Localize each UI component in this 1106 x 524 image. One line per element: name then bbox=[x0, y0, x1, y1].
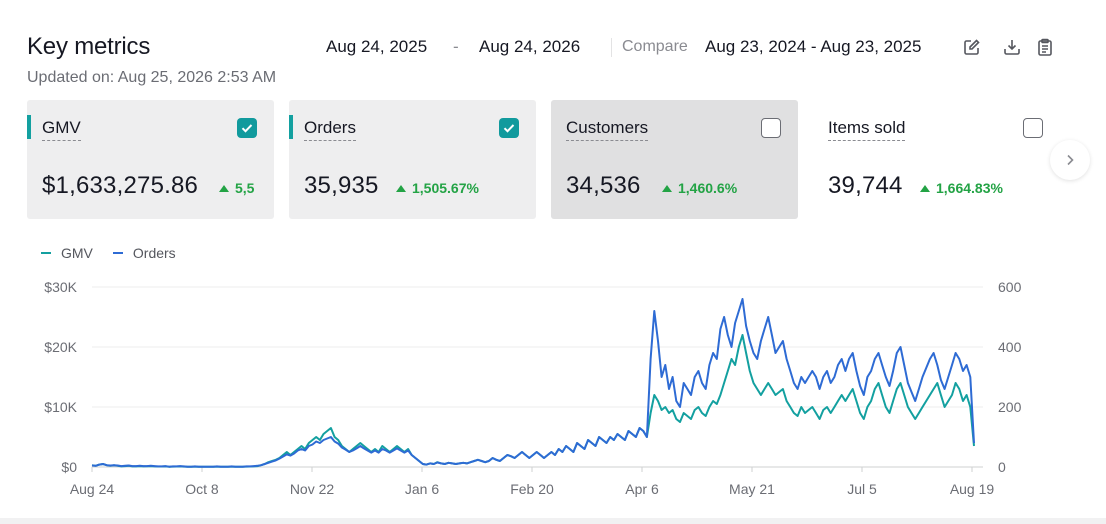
x-tick-label: Oct 8 bbox=[185, 481, 219, 497]
card-clip: Customers 34,536 1,460.6% bbox=[551, 100, 798, 219]
metric-delta: 1,460.6% bbox=[662, 180, 737, 196]
y-left-tick-label: $30K bbox=[44, 279, 77, 295]
up-arrow-icon bbox=[662, 184, 672, 192]
x-tick-label: Jul 5 bbox=[847, 481, 877, 497]
metric-value: 39,744 bbox=[828, 172, 903, 199]
metric-card-customers[interactable]: Customers 34,536 1,460.6% bbox=[551, 100, 798, 219]
metric-label: Orders bbox=[304, 118, 356, 141]
up-arrow-icon bbox=[396, 184, 406, 192]
legend-item-orders[interactable]: Orders bbox=[112, 245, 176, 261]
legend-swatch bbox=[41, 252, 51, 254]
series-accent bbox=[27, 115, 31, 139]
metric-delta-text: 5,5 bbox=[235, 180, 255, 196]
page-title: Key metrics bbox=[27, 33, 151, 60]
metric-delta: 5,5 bbox=[219, 180, 254, 196]
legend-swatch bbox=[112, 252, 123, 254]
divider bbox=[611, 38, 612, 57]
chart-legend: GMV Orders bbox=[41, 245, 176, 261]
metric-card-orders[interactable]: Orders 35,935 1,505.67% bbox=[289, 100, 536, 219]
line-chart: $30K 600 $20K 400 $10K 200 $0 0 Aug 24 Oct 8 Nov 2… bbox=[44, 279, 1022, 497]
up-arrow-icon bbox=[920, 184, 930, 192]
y-left-tick-label: $10K bbox=[44, 399, 77, 415]
edit-icon[interactable] bbox=[962, 37, 982, 57]
metric-value: $1,633,275.86 bbox=[42, 172, 199, 199]
y-left-tick-label: $20K bbox=[44, 339, 77, 355]
date-range-end[interactable]: Aug 24, 2026 bbox=[479, 37, 581, 56]
updated-timestamp: Updated on: Aug 25, 2026 2:53 AM bbox=[27, 69, 277, 86]
x-tick-label: Apr 6 bbox=[625, 481, 659, 497]
date-range-start[interactable]: Aug 24, 2025 bbox=[326, 37, 428, 56]
legend-item-gmv[interactable]: GMV bbox=[41, 245, 93, 261]
metric-checkbox[interactable] bbox=[499, 118, 519, 138]
download-icon[interactable] bbox=[1002, 37, 1022, 57]
metric-checkbox[interactable] bbox=[1023, 118, 1043, 138]
card-clip: GMV $1,633,275.86 5,5 bbox=[27, 100, 274, 219]
metric-card-items-sold[interactable]: Items sold 39,744 1,664.83% bbox=[813, 100, 1060, 219]
y-right-tick-label: 600 bbox=[998, 279, 1022, 295]
x-tick-label: Aug 19 bbox=[950, 481, 995, 497]
series-line-gmv bbox=[91, 334, 975, 468]
y-left-tick-label: $0 bbox=[61, 459, 77, 475]
x-tick-label: Aug 24 bbox=[70, 481, 115, 497]
y-right-tick-label: 400 bbox=[998, 339, 1022, 355]
date-range-separator: - bbox=[453, 37, 459, 56]
metric-delta: 1,505.67% bbox=[396, 180, 479, 196]
compare-label: Compare bbox=[622, 38, 688, 55]
metric-card-gmv[interactable]: GMV $1,633,275.86 5,5 bbox=[27, 100, 274, 219]
metric-delta-text: 1,664.83% bbox=[936, 180, 1003, 196]
series-line-orders bbox=[91, 298, 975, 468]
metric-checkbox[interactable] bbox=[761, 118, 781, 138]
card-clip: Items sold 39,744 1,664.83% bbox=[813, 100, 1060, 219]
panel-bottom-edge bbox=[0, 518, 1106, 524]
x-tick-label: Nov 22 bbox=[290, 481, 335, 497]
x-tick-label: May 21 bbox=[729, 481, 775, 497]
metric-value: 35,935 bbox=[304, 172, 379, 199]
metric-label: Items sold bbox=[828, 118, 906, 141]
up-arrow-icon bbox=[219, 184, 229, 192]
y-right-tick-label: 200 bbox=[998, 399, 1022, 415]
next-cards-button[interactable] bbox=[1050, 140, 1090, 180]
compare-date-range[interactable]: Aug 23, 2024 - Aug 23, 2025 bbox=[705, 37, 922, 56]
metric-label: GMV bbox=[42, 118, 81, 141]
series-accent bbox=[289, 115, 293, 139]
metric-checkbox[interactable] bbox=[237, 118, 257, 138]
card-clip: Orders 35,935 1,505.67% bbox=[289, 100, 536, 219]
x-tick-label: Feb 20 bbox=[510, 481, 554, 497]
legend-label: Orders bbox=[132, 245, 176, 261]
chevron-right-icon bbox=[1067, 154, 1074, 166]
metric-delta-text: 1,505.67% bbox=[412, 180, 479, 196]
legend-label: GMV bbox=[61, 245, 93, 261]
metric-label: Customers bbox=[566, 118, 649, 141]
clipboard-icon[interactable] bbox=[1035, 37, 1055, 57]
metric-value: 34,536 bbox=[566, 172, 641, 199]
metric-delta: 1,664.83% bbox=[920, 180, 1003, 196]
x-tick-label: Jan 6 bbox=[405, 481, 439, 497]
metric-delta-text: 1,460.6% bbox=[678, 180, 738, 196]
y-right-tick-label: 0 bbox=[998, 459, 1006, 475]
